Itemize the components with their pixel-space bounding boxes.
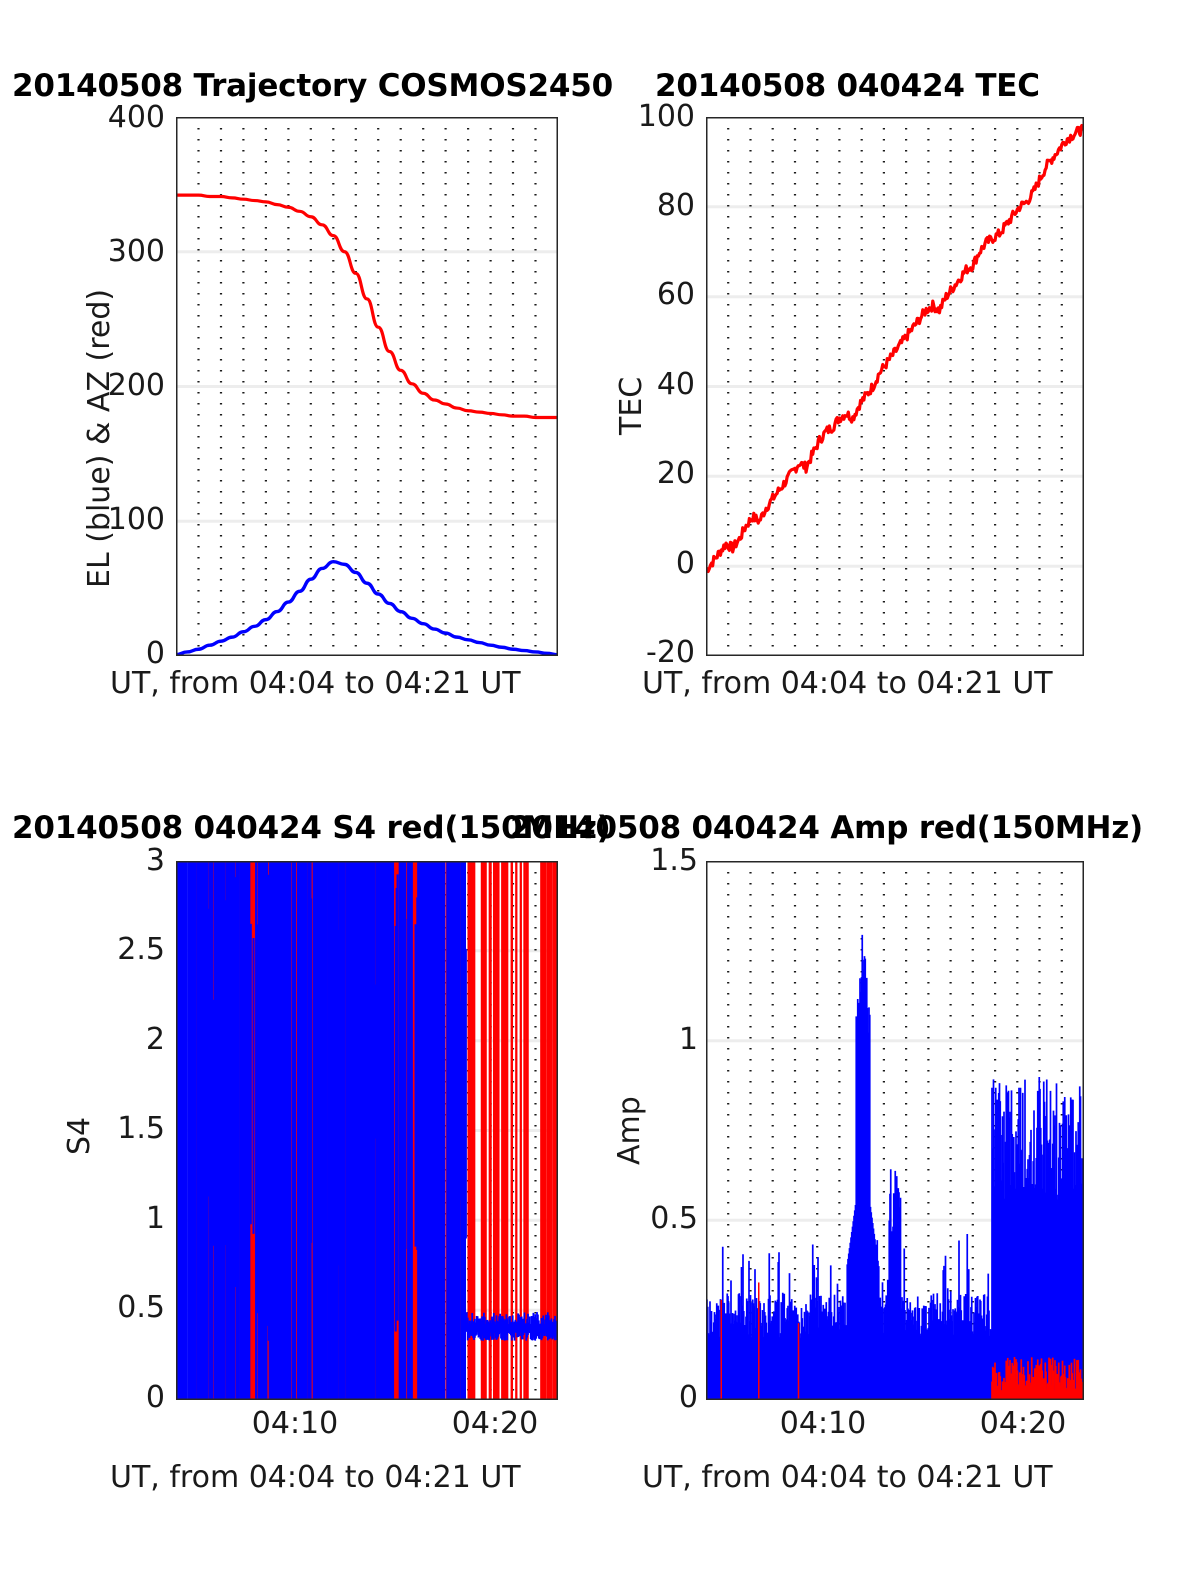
tec-ytick-60: 60 xyxy=(656,277,695,312)
panel-amp: 20140508 040424 Amp red(150MHz) Amp 1.5 … xyxy=(510,760,1200,1575)
amp-ytick-0.5: 0.5 xyxy=(650,1201,698,1236)
trajectory-ytick-300: 300 xyxy=(107,234,165,269)
s4-xlabel: UT, from 04:04 to 04:21 UT xyxy=(110,1460,521,1495)
s4-xtick-0410: 04:10 xyxy=(251,1406,339,1441)
panel-s4: 20140508 040424 S4 red(150MHz) S4 3 2.5 … xyxy=(0,760,611,1575)
trajectory-xlabel: UT, from 04:04 to 04:21 UT xyxy=(110,666,521,701)
tec-ytick-100: 100 xyxy=(637,99,695,134)
trajectory-ytick-0: 0 xyxy=(145,636,165,671)
panel-tec: 20140508 040424 TEC TEC 100 80 60 40 20 … xyxy=(600,0,1200,760)
trajectory-ytick-100: 100 xyxy=(107,502,165,537)
amp-ytick-1.5: 1.5 xyxy=(650,843,698,878)
amp-ytick-0: 0 xyxy=(678,1380,698,1415)
s4-plot-area xyxy=(176,861,558,1400)
amp-plot-area xyxy=(706,861,1084,1400)
amp-ylabel: Amp xyxy=(612,1096,647,1165)
tec-ytick-80: 80 xyxy=(656,188,695,223)
s4-ytick-2.5: 2.5 xyxy=(117,932,165,967)
tec-title: 20140508 040424 TEC xyxy=(655,68,1040,104)
trajectory-title: 20140508 Trajectory COSMOS2450 xyxy=(12,68,613,104)
amp-xlabel: UT, from 04:04 to 04:21 UT xyxy=(642,1460,1053,1495)
trajectory-el-curve xyxy=(176,559,558,656)
trajectory-az-curve xyxy=(176,193,558,420)
s4-ytick-0: 0 xyxy=(145,1380,165,1415)
amp-ytick-1: 1 xyxy=(678,1022,698,1057)
tec-xlabel: UT, from 04:04 to 04:21 UT xyxy=(642,666,1053,701)
s4-xtick-0420: 04:20 xyxy=(451,1406,539,1441)
trajectory-ytick-400: 400 xyxy=(107,100,165,135)
amp-xtick-0420: 04:20 xyxy=(979,1406,1067,1441)
tec-plot-area xyxy=(706,117,1084,656)
tec-ytick-0: 0 xyxy=(675,546,695,581)
s4-ytick-3: 3 xyxy=(145,843,165,878)
trajectory-hgrid xyxy=(176,250,558,523)
panel-trajectory: 20140508 Trajectory COSMOS2450 EL (blue)… xyxy=(0,0,613,760)
s4-ytick-0.5: 0.5 xyxy=(117,1290,165,1325)
s4-ytick-1: 1 xyxy=(145,1201,165,1236)
tec-curve xyxy=(706,123,1084,574)
s4-title: 20140508 040424 S4 red(150MHz) xyxy=(12,810,611,846)
s4-blue-trace xyxy=(176,861,558,1400)
tec-ytick-20: 20 xyxy=(656,456,695,491)
trajectory-ylabel: EL (blue) & AZ (red) xyxy=(82,288,117,588)
amp-red-trace xyxy=(720,1282,1084,1400)
tec-ytick-40: 40 xyxy=(656,367,695,402)
tec-ytick--20: -20 xyxy=(646,635,695,670)
s4-ytick-1.5: 1.5 xyxy=(117,1111,165,1146)
amp-xtick-0410: 04:10 xyxy=(779,1406,867,1441)
trajectory-plot-area xyxy=(176,117,558,656)
trajectory-ytick-200: 200 xyxy=(107,368,165,403)
amp-title: 20140508 040424 Amp red(150MHz) xyxy=(510,810,1144,846)
s4-ytick-2: 2 xyxy=(145,1022,165,1057)
